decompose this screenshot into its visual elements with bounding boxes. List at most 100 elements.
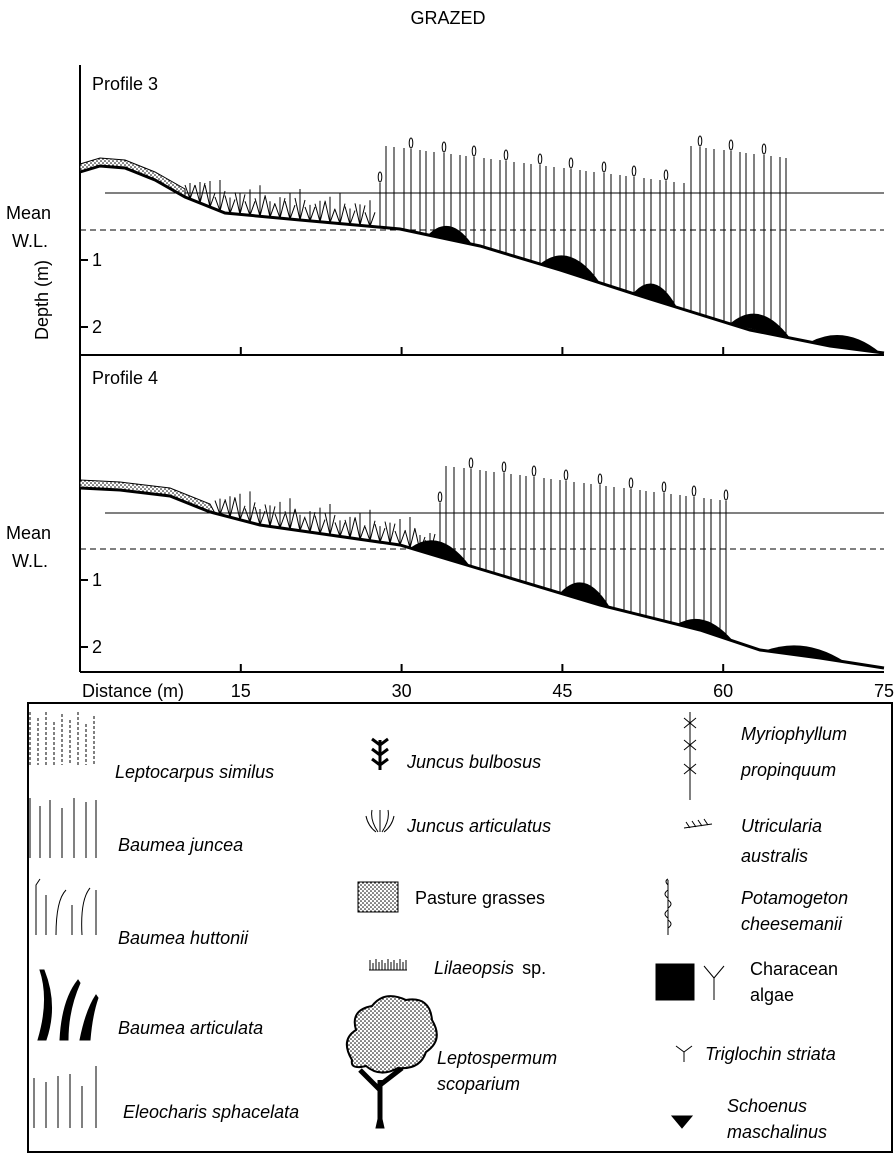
legend-text: Leptocarpus similus Baumea juncea Baumea… (115, 724, 848, 1142)
shore-plant (374, 524, 386, 543)
stem-head (501, 461, 507, 473)
ground (79, 164, 885, 355)
shore-plant (364, 200, 376, 227)
profile: 12 (79, 135, 885, 355)
stem-head (471, 145, 477, 157)
shore-plant (354, 203, 366, 226)
stem-head (537, 153, 543, 165)
algae (428, 225, 472, 245)
wl-label: Mean (6, 203, 51, 223)
shore-plant (284, 498, 296, 530)
shore-plant (384, 521, 396, 544)
x-tick-label: 60 (713, 681, 733, 701)
title: GRAZED (410, 8, 485, 28)
legend-icons (29, 712, 725, 1129)
shore-plant (214, 498, 226, 515)
stem-head (503, 149, 509, 161)
depth-tick-label: 1 (92, 570, 102, 590)
shore-plant (214, 180, 226, 212)
legend-entry: Leptospermum (437, 1048, 557, 1068)
stem-head (377, 171, 383, 183)
depth-tick-label: 2 (92, 637, 102, 657)
stem-head (441, 141, 447, 153)
legend-box (27, 702, 893, 1153)
stem-head (761, 143, 767, 155)
shore-plant (354, 513, 366, 540)
legend-entry: Pasture grasses (415, 888, 545, 908)
shore-plant (224, 496, 236, 518)
stem-head (728, 139, 734, 151)
shore-plant (294, 508, 306, 531)
legend-entry: Myriophyllum (741, 724, 847, 744)
shore-plant (274, 501, 286, 529)
stem-head (531, 465, 537, 477)
legend-entry: scoparium (437, 1074, 520, 1094)
legend-entry: Juncus articulatus (406, 816, 551, 836)
shore-plant (264, 504, 276, 527)
x-tick-label: 45 (552, 681, 572, 701)
shore-plant (254, 185, 266, 217)
legend-entry: Utricularia (741, 816, 822, 836)
shore-plant (414, 528, 426, 552)
shore-plant (184, 183, 196, 200)
legend-entry: algae (750, 985, 794, 1005)
stem-head (691, 485, 697, 497)
shore-plant (334, 520, 346, 537)
stem-head (408, 137, 414, 149)
stem-head (563, 469, 569, 481)
depth-tick-label: 1 (92, 250, 102, 270)
legend-entry: Triglochin striata (705, 1044, 836, 1064)
legend-entry: Leptocarpus similus (115, 762, 274, 782)
x-tick-label: 30 (392, 681, 412, 701)
profile: 12 (79, 457, 885, 670)
shore-plant (284, 193, 296, 220)
shore-plant (324, 504, 336, 536)
stem-head (661, 481, 667, 493)
shore-plant (394, 519, 406, 546)
shore-plant (344, 516, 356, 538)
legend-entry: Juncus bulbosus (406, 752, 541, 772)
legend-entry: Characean (750, 959, 838, 979)
stem-head (631, 165, 637, 177)
profile-label: Profile 3 (92, 74, 158, 94)
wl-label: W.L. (12, 231, 48, 251)
x-tick-label: 75 (874, 681, 894, 701)
stem-head (697, 135, 703, 147)
legend-entry: maschalinus (727, 1122, 827, 1142)
shore-plant (364, 509, 376, 541)
stem-head (597, 473, 603, 485)
ground (79, 486, 885, 670)
shore-plant (264, 195, 276, 218)
legend-entry: propinquum (740, 760, 836, 780)
legend-entry: Lilaeopsis sp. (434, 958, 546, 978)
stem-head (468, 457, 474, 469)
stem-head (663, 169, 669, 181)
shore-plant (314, 507, 326, 534)
algae (810, 335, 880, 353)
shore-plant (244, 491, 256, 523)
legend-entry: Schoenus (727, 1096, 807, 1116)
legend-entry: Baumea juncea (118, 835, 243, 855)
stem-head (437, 491, 443, 503)
legend-entry: cheesemanii (741, 914, 843, 934)
stem-head (568, 157, 574, 169)
wl-label: W.L. (12, 551, 48, 571)
pasture (79, 157, 186, 198)
shore-plant (234, 192, 246, 215)
pasture (79, 479, 216, 515)
shore-plant (324, 196, 336, 223)
wl-label: Mean (6, 523, 51, 543)
x-tick-label: 15 (231, 681, 251, 701)
shore-plant (194, 182, 206, 204)
shore-plant (224, 195, 236, 214)
legend-suffix: sp. (522, 958, 546, 978)
shore-plant (274, 197, 286, 219)
legend-entry: Eleocharis sphacelata (123, 1102, 299, 1122)
shore-plant (424, 533, 436, 555)
y-axis-label: Depth (m) (32, 260, 52, 340)
depth-tick-label: 2 (92, 317, 102, 337)
legend-entry: Baumea articulata (118, 1018, 263, 1038)
legend-entry: Potamogeton (741, 888, 848, 908)
stem-head (601, 161, 607, 173)
